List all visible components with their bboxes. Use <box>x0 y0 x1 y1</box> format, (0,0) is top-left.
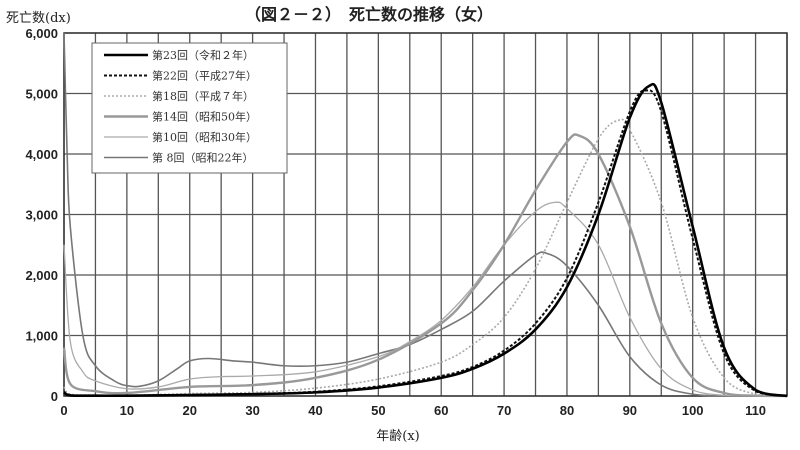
y-tick-label: 0 <box>51 389 58 404</box>
x-axis-label: 年齢(x) <box>376 429 419 444</box>
x-tick-label: 80 <box>560 403 574 418</box>
x-tick-label: 50 <box>371 403 385 418</box>
y-tick-label: 6,000 <box>25 26 58 41</box>
x-tick-label: 10 <box>120 403 134 418</box>
series-line <box>63 201 787 397</box>
axis-ticks: 0 10 20 30 40 50 60 70 80 90 100 110 0 1,000 2,000 3,00… <box>25 26 766 418</box>
legend-label: 第10回（昭和30年） <box>152 130 257 144</box>
x-tick-label: 0 <box>60 403 67 418</box>
legend-label: 第23回（令和２年） <box>152 48 254 62</box>
legend: 第23回（令和２年） 第22回（平成27年） 第18回（平成７年） 第14回（昭和50… <box>91 42 288 174</box>
x-tick-label: 110 <box>745 403 766 418</box>
series-line <box>63 32 787 397</box>
legend-box <box>91 42 288 174</box>
x-tick-label: 100 <box>682 403 704 418</box>
series-line <box>63 82 788 398</box>
y-tick-label: 3,000 <box>25 208 58 223</box>
y-tick-label: 5,000 <box>25 87 58 102</box>
legend-label: 第22回（平成27年） <box>152 69 257 83</box>
y-tick-label: 1,000 <box>25 329 58 344</box>
legend-label: 第 8回（昭和22年） <box>152 151 254 165</box>
x-tick-label: 90 <box>623 403 637 418</box>
x-tick-label: 70 <box>497 403 511 418</box>
series-line <box>62 133 788 398</box>
legend-label: 第18回（平成７年） <box>152 89 254 103</box>
series-lines <box>62 32 788 398</box>
x-tick-label: 40 <box>308 403 322 418</box>
x-tick-label: 20 <box>183 403 197 418</box>
chart-title: （図２－２） 死亡数の推移（女） <box>245 5 493 24</box>
x-tick-label: 30 <box>245 403 259 418</box>
legend-label: 第14回（昭和50年） <box>152 110 257 124</box>
y-tick-label: 2,000 <box>25 268 58 283</box>
series-line <box>63 89 788 397</box>
x-tick-label: 60 <box>434 403 448 418</box>
y-tick-label: 4,000 <box>25 147 58 162</box>
plot-frame <box>63 32 788 397</box>
y-axis-label: 死亡数(dx) <box>6 11 71 26</box>
